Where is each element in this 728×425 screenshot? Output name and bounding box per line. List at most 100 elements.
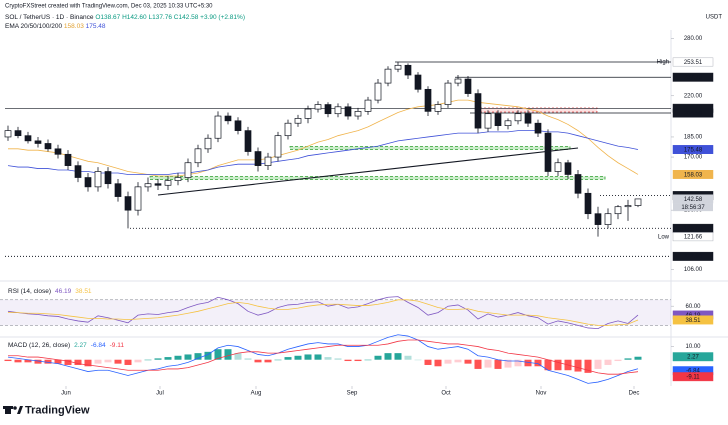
- rsi-band: [0, 299, 671, 326]
- candle-body: [164, 180, 172, 186]
- candle-body: [424, 88, 432, 112]
- candle-body: [244, 130, 252, 152]
- macd-histogram-bar: [544, 359, 552, 371]
- legend-value: -6.84: [91, 342, 106, 349]
- candle-body: [394, 64, 402, 70]
- axis-label: 253.51: [684, 60, 703, 66]
- candle-body: [154, 183, 162, 186]
- logo-part: [13, 406, 17, 410]
- axis-label-tag: High: [657, 60, 669, 66]
- change: +3.90 (+2.81%): [200, 14, 245, 21]
- high: H142.60: [122, 14, 147, 21]
- candle-body: [504, 120, 512, 127]
- candle-body: [234, 120, 242, 131]
- candle-body: [404, 64, 412, 76]
- candle-body: [74, 165, 82, 178]
- macd-histogram-bar: [594, 359, 602, 369]
- candle-body: [274, 135, 282, 158]
- candle-body: [304, 108, 312, 119]
- legend: MACD (12, 26, close) 2.27 -6.84 -9.11: [8, 342, 124, 349]
- countdown-box: [673, 203, 713, 212]
- macd-histogram-bar: [334, 358, 342, 360]
- y-tick-label: 280.00: [684, 36, 703, 42]
- candle-body: [224, 115, 232, 122]
- axis-label-box: [672, 108, 714, 118]
- symbol: SOL / TetherUS · 1D · Binance: [5, 14, 94, 21]
- candle-body: [624, 205, 632, 208]
- macd-histogram-bar: [624, 358, 632, 360]
- candle-body: [24, 135, 32, 142]
- macd-histogram-bar: [144, 359, 152, 361]
- candle-body: [124, 196, 132, 211]
- macd-histogram-bar: [444, 359, 452, 364]
- candle-body: [494, 113, 502, 127]
- credit: CryptoFXStreet created with TradingView.…: [5, 4, 213, 10]
- support-zone: [289, 146, 571, 150]
- legend-value: 38.51: [75, 288, 92, 295]
- macd-histogram-bar: [44, 359, 52, 364]
- candle-body: [334, 106, 342, 115]
- open: O138.67: [95, 14, 120, 21]
- candle-body: [294, 118, 302, 124]
- macd-histogram-bar: [314, 354, 322, 360]
- candle-body: [634, 198, 642, 206]
- macd-histogram-bar: [224, 349, 232, 360]
- macd-histogram-bar: [294, 355, 302, 360]
- x-tick-label: Sep: [347, 391, 358, 397]
- candle-body: [344, 106, 352, 117]
- candle-body: [324, 104, 332, 115]
- axis-label-box: [672, 169, 714, 179]
- axis-label-box: [672, 72, 714, 82]
- candle-body: [434, 104, 442, 112]
- axis-label: 121.66: [684, 235, 703, 241]
- legend-title: MACD (12, 26, close): [8, 342, 70, 349]
- macd-histogram-bar: [194, 353, 202, 360]
- macd-histogram-bar: [34, 359, 42, 364]
- macd-histogram-bar: [84, 359, 92, 367]
- macd-histogram-bar: [114, 359, 122, 364]
- macd-histogram-bar: [434, 359, 442, 367]
- macd-histogram-bar: [264, 359, 272, 363]
- candle-body: [4, 130, 12, 138]
- macd-line: [8, 339, 639, 375]
- macd-histogram-bar: [474, 359, 482, 369]
- candle-body: [484, 113, 492, 129]
- candle-body: [554, 162, 562, 172]
- macd-histogram-bar: [4, 359, 12, 362]
- candle-body: [204, 137, 212, 150]
- macd-histogram-bar: [124, 359, 132, 365]
- candle-body: [454, 78, 462, 84]
- macd-histogram-bar: [634, 356, 642, 360]
- macd-histogram-bar: [54, 359, 62, 364]
- rsi-line: [8, 299, 639, 326]
- support-zone: [149, 176, 606, 180]
- candle-body: [94, 171, 102, 188]
- candle-body: [584, 192, 592, 215]
- macd-histogram-bar: [184, 354, 192, 360]
- legend-value: -9.11: [110, 342, 125, 349]
- macd-histogram-bar: [164, 357, 172, 360]
- candle-body: [214, 115, 222, 139]
- candle-body: [194, 148, 202, 164]
- candle-body: [594, 213, 602, 225]
- axis-label-box: [672, 372, 714, 382]
- x-tick-label: Nov: [536, 391, 547, 397]
- ema-value: 158.03: [64, 23, 84, 30]
- candle-body: [354, 111, 362, 117]
- macd-histogram-bar: [94, 359, 102, 364]
- axis-label-box: [672, 57, 714, 67]
- legend: RSI (14, close) 46.19 38.51: [8, 288, 92, 295]
- macd-histogram-bar: [254, 359, 262, 363]
- x-tick-label: Jun: [61, 391, 71, 397]
- axis-label: -9.11: [686, 375, 700, 381]
- macd-histogram-bar: [464, 359, 472, 364]
- candle-body: [604, 213, 612, 225]
- macd-histogram-bar: [284, 357, 292, 360]
- legend-value: 2.27: [74, 342, 87, 349]
- macd-histogram-bar: [14, 359, 22, 363]
- macd-histogram-bar: [304, 354, 312, 360]
- y-tick-label: 170.00: [684, 155, 703, 161]
- ema-line: [8, 99, 639, 177]
